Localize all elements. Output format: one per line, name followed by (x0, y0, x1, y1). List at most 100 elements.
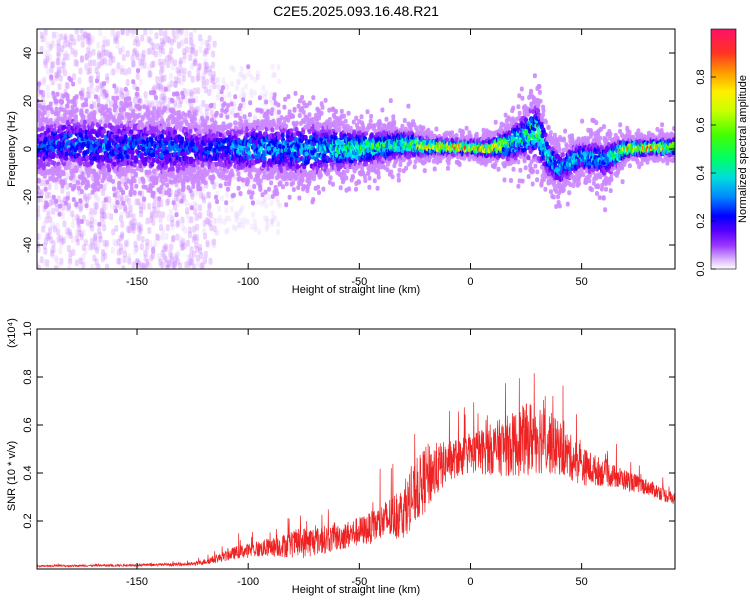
heatmap-cell (225, 114, 230, 120)
heatmap-cell (64, 200, 68, 206)
heatmap-cell (143, 254, 148, 262)
heatmap-cell (110, 68, 115, 76)
heatmap-cell (76, 218, 81, 226)
heatmap-cell (84, 97, 89, 103)
heatmap-cell (357, 179, 361, 185)
heatmap-cell (64, 151, 69, 157)
heatmap-cell (64, 81, 69, 89)
heatmap-cell (115, 95, 120, 101)
heatmap-cell (91, 210, 96, 218)
heatmap-cell (126, 211, 131, 219)
heatmap-cell (209, 224, 214, 232)
heatmap-cell (264, 225, 269, 232)
heatmap-cell (261, 85, 266, 92)
heatmap-cell (362, 173, 367, 179)
heatmap-cell (205, 115, 210, 121)
heatmap-cell (42, 35, 47, 43)
heatmap-cell (350, 174, 355, 179)
heatmap-cell (287, 194, 292, 200)
heatmap-cell (87, 192, 92, 200)
heatmap-cell (204, 103, 209, 111)
heatmap-cell (81, 261, 86, 269)
heatmap-cell (278, 180, 283, 186)
heatmap-cell (148, 37, 153, 45)
heatmap-cell (165, 244, 170, 252)
heatmap-cell (105, 59, 110, 67)
heatmap-cell (104, 203, 109, 211)
heatmap-cell (127, 226, 132, 234)
heatmap-cell (368, 118, 373, 124)
heatmap-cell (366, 171, 371, 176)
heatmap-cell (339, 108, 344, 114)
heatmap-cell (60, 237, 65, 245)
heatmap-cell (286, 94, 291, 100)
heatmap-cell (266, 108, 271, 114)
heatmap-cell (192, 59, 197, 67)
heatmap-cell (85, 196, 90, 204)
heatmap-cell (78, 166, 83, 174)
heatmap-cell (237, 78, 242, 85)
heatmap-cell (125, 240, 130, 248)
heatmap-cell (115, 191, 120, 198)
heatmap-cell (153, 99, 158, 107)
heatmap-cell (168, 50, 173, 58)
heatmap-cell (117, 180, 122, 186)
heatmap-cell (205, 78, 209, 86)
heatmap-cell (196, 87, 201, 95)
heatmap-cell (201, 259, 206, 267)
heatmap-cell (203, 58, 208, 66)
heatmap-cell (84, 64, 89, 72)
heatmap-cell (267, 194, 272, 201)
heatmap-cell (239, 65, 244, 72)
heatmap-cell (118, 86, 123, 94)
heatmap-cell (79, 29, 84, 34)
heatmap-cell (60, 66, 65, 74)
heatmap-cell (162, 58, 167, 66)
heatmap-cell (301, 109, 306, 115)
heatmap-cell (81, 229, 86, 237)
heatmap-cell (155, 99, 160, 107)
heatmap-cell (85, 91, 90, 99)
heatmap-cell (173, 129, 177, 135)
heatmap-cell (184, 261, 189, 269)
heatmap-cell (203, 257, 208, 264)
heatmap-cell (57, 66, 61, 74)
heatmap-cell (361, 125, 366, 131)
heatmap-cell (95, 78, 99, 84)
heatmap-cell (367, 184, 372, 190)
heatmap-cell (58, 234, 63, 242)
heatmap-cell (70, 210, 75, 218)
heatmap-cell (284, 123, 289, 129)
heatmap-cell (138, 202, 143, 210)
heatmap-cell (71, 81, 76, 87)
heatmap-cell (228, 122, 233, 128)
heatmap-cell (74, 259, 79, 267)
heatmap-cell (142, 61, 147, 69)
heatmap-cell (84, 102, 89, 107)
heatmap-cell (171, 200, 176, 206)
heatmap-cell (126, 255, 131, 263)
heatmap-cell (136, 39, 141, 47)
heatmap-cell (155, 82, 160, 90)
heatmap-cell (95, 247, 100, 254)
heatmap-cell (211, 77, 216, 85)
heatmap-cell (190, 47, 195, 55)
heatmap-cell (135, 40, 140, 47)
heatmap-cell (160, 227, 165, 235)
heatmap-cell (359, 114, 364, 120)
heatmap-cell (92, 234, 97, 242)
heatmap-cell (106, 97, 111, 105)
heatmap-cell (76, 185, 81, 191)
heatmap-cell (231, 224, 236, 231)
heatmap-cell (89, 237, 94, 245)
heatmap-cell (108, 51, 113, 59)
heatmap-cell (123, 68, 128, 76)
heatmap-cell (231, 66, 236, 73)
heatmap-cell (178, 60, 183, 68)
heatmap-cell (73, 58, 78, 66)
heatmap-cell (167, 259, 172, 267)
heatmap-cell (112, 83, 117, 89)
heatmap-cell (172, 261, 177, 269)
heatmap-cell (230, 80, 235, 87)
